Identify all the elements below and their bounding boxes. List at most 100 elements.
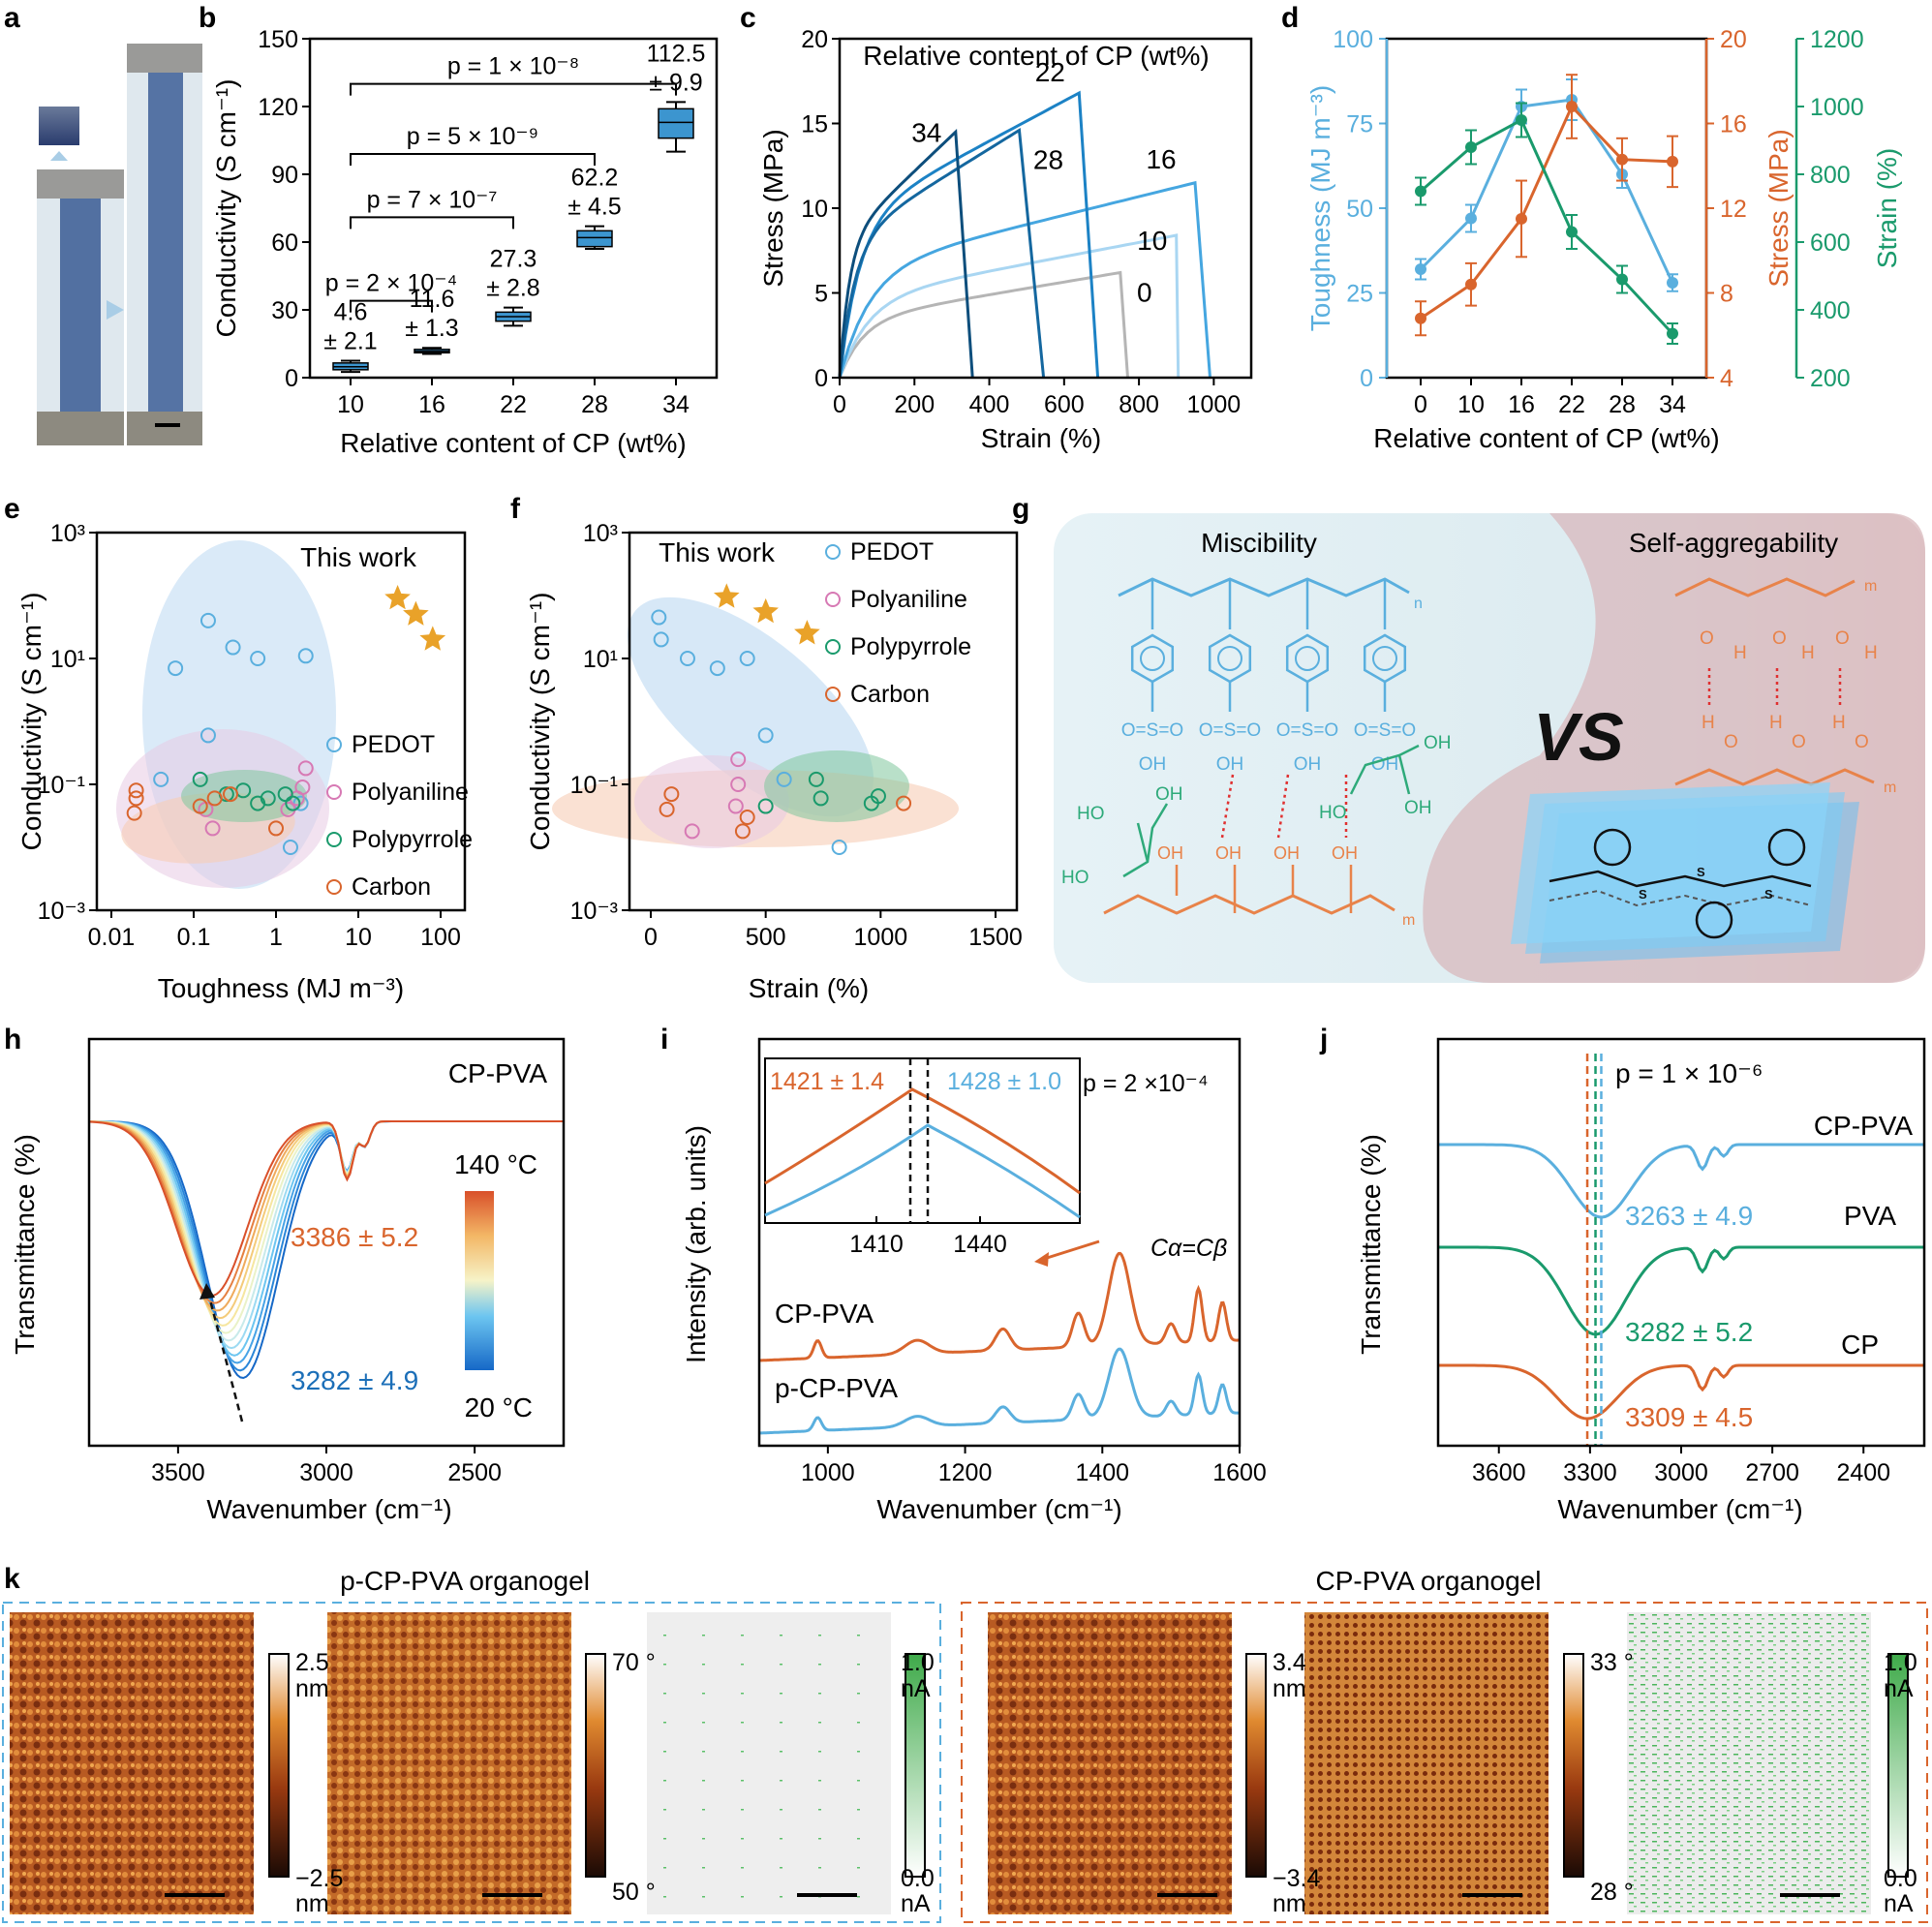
d-y-tick-label: 16	[1720, 111, 1747, 138]
panel-f: f 10⁻³ 10⁻¹ 10¹ 10³ 0 500 1000 1500 This work P…	[510, 493, 1023, 1003]
e-point	[168, 660, 184, 677]
j-series-label-cp: CP	[1841, 1330, 1879, 1360]
d-line	[1419, 98, 1674, 284]
i-inset-frame	[764, 1057, 1081, 1224]
panel-a: a	[4, 2, 202, 445]
svg-text:O: O	[1835, 628, 1850, 649]
g-sulfonate-label: O=S=O	[1276, 720, 1338, 741]
e-point	[260, 790, 276, 807]
k-colorbar-bottom-label: 0.0	[1884, 1865, 1917, 1892]
h-shift-arrow	[206, 1292, 244, 1422]
f-regions	[552, 596, 959, 848]
e-x-tick-label: 100	[420, 924, 461, 951]
f-point	[739, 809, 755, 825]
j-x-tick-label: 2400	[1836, 1459, 1890, 1486]
f-y-tick-label: 10¹	[583, 646, 618, 673]
i-inset-pointer	[1043, 1239, 1100, 1261]
g-benzene-ring	[1208, 633, 1252, 684]
b-x-axis-label: Relative content of CP (wt%)	[340, 428, 686, 458]
k-colorbar	[1887, 1653, 1909, 1878]
i-plot-frame	[757, 1037, 1242, 1448]
e-legend-label: PEDOT	[352, 731, 435, 758]
i-inset-label-a: 1421 ± 1.4	[770, 1068, 884, 1095]
j-series-label-pva: PVA	[1844, 1201, 1896, 1231]
i-inset-p-cp-pva	[764, 1123, 1081, 1219]
panel-letter: c	[740, 2, 756, 34]
g-benzene-ring	[1130, 633, 1175, 684]
svg-text:HO: HO	[1061, 868, 1089, 888]
k-colorbar-top-unit: nA	[901, 1675, 931, 1702]
h-spectra	[88, 1120, 564, 1380]
d-line	[1420, 117, 1674, 335]
k-height-image-cp-pva	[988, 1612, 1232, 1914]
f-point	[663, 786, 680, 803]
c-curve	[838, 127, 1046, 379]
j-y-axis-label: Transmittance (%)	[1356, 1134, 1386, 1355]
b-x-tick-label: 34	[662, 391, 690, 418]
arrow-down-icon	[50, 151, 68, 161]
g-pva-bottom-m: m	[1884, 780, 1896, 796]
e-point	[199, 727, 216, 744]
d-plot-frame	[1385, 37, 1708, 380]
j-spectra	[1438, 1054, 1924, 1446]
d-toughness-axis-label: Toughness (MJ m⁻³)	[1305, 85, 1335, 331]
d-point	[1566, 226, 1578, 238]
svg-text:S: S	[1639, 887, 1647, 902]
f-legend-marker	[825, 544, 841, 560]
g-pss-units: O=S=O OH O=S=O OH O=S=O OH O=S=O OH	[1121, 579, 1416, 775]
photo-stretched-sample	[60, 199, 101, 412]
e-point	[225, 639, 241, 656]
f-legend-label: Polypyrrole	[850, 633, 971, 660]
e-y-tick-label: 10⁻³	[38, 898, 85, 925]
d-x-tick-label: 16	[1508, 391, 1535, 418]
e-y-axis-label: Conductivity (S cm⁻¹)	[16, 593, 46, 851]
e-point	[128, 782, 144, 799]
f-star	[794, 620, 820, 645]
k-left-title: p-CP-PVA organogel	[340, 1566, 590, 1596]
d-y-tick-label: 400	[1810, 297, 1851, 324]
b-axis-ticks: 0 30 60 90 120 150 10 16 22 28 34	[258, 26, 690, 418]
f-x-tick-label: 500	[746, 924, 786, 951]
e-x-tick-label: 10	[345, 924, 372, 951]
d-y-tick-label: 75	[1346, 111, 1373, 138]
j-x-tick-label: 3300	[1563, 1459, 1617, 1486]
g-pva-top-m: m	[1864, 578, 1877, 595]
b-bracket-label: p = 7 × 10⁻⁷	[367, 186, 498, 213]
j-x-axis-label: Wavenumber (cm⁻¹)	[1557, 1494, 1802, 1524]
c-y-tick-label: 0	[814, 365, 828, 392]
f-annotation: This work	[659, 537, 776, 567]
h-colorbar-bottom: 20 °C	[465, 1392, 533, 1422]
d-x-tick-label: 0	[1414, 391, 1427, 418]
f-legend-label: Carbon	[850, 681, 930, 708]
h-colorbar	[465, 1191, 494, 1370]
panel-letter: d	[1281, 2, 1299, 34]
k-colorbar-bottom-unit: nA	[901, 1890, 931, 1917]
e-legend-marker	[326, 832, 342, 847]
i-series-label-cp-pva: CP-PVA	[775, 1299, 874, 1329]
f-plot-frame	[628, 531, 1019, 912]
e-point	[277, 786, 293, 803]
e-x-axis-label: Toughness (MJ m⁻³)	[158, 973, 404, 1003]
svg-text:O: O	[1772, 628, 1787, 649]
k-height-image-p-cp-pva	[10, 1612, 254, 1914]
j-peak-pva: 3282 ± 5.2	[1625, 1317, 1753, 1347]
d-series	[1415, 74, 1678, 345]
e-point	[268, 820, 284, 837]
e-y-tick-label: 10³	[50, 520, 85, 547]
b-value-labels: 4.6± 2.1 11.6± 1.3 27.3± 2.8 62.2± 4.5 112.5…	[323, 40, 705, 354]
j-p-value: p = 1 × 10⁻⁶	[1615, 1058, 1763, 1088]
h-y-axis-label: Transmittance (%)	[10, 1134, 40, 1355]
d-point	[1465, 278, 1477, 291]
b-bracket	[350, 299, 433, 313]
b-std-label: ± 9.9	[649, 69, 702, 96]
f-point	[727, 798, 744, 814]
i-series-label-p-cp-pva: p-CP-PVA	[775, 1373, 898, 1403]
svg-text:H: H	[1769, 713, 1783, 733]
k-colorbar-bottom-label: 28 °	[1590, 1879, 1634, 1906]
e-point	[223, 786, 239, 803]
d-y-tick-label: 600	[1810, 229, 1851, 257]
b-value-label: 4.6	[334, 299, 368, 326]
f-point	[739, 651, 755, 666]
g-benzene-inner	[1217, 646, 1242, 671]
svg-text:H: H	[1864, 643, 1878, 663]
